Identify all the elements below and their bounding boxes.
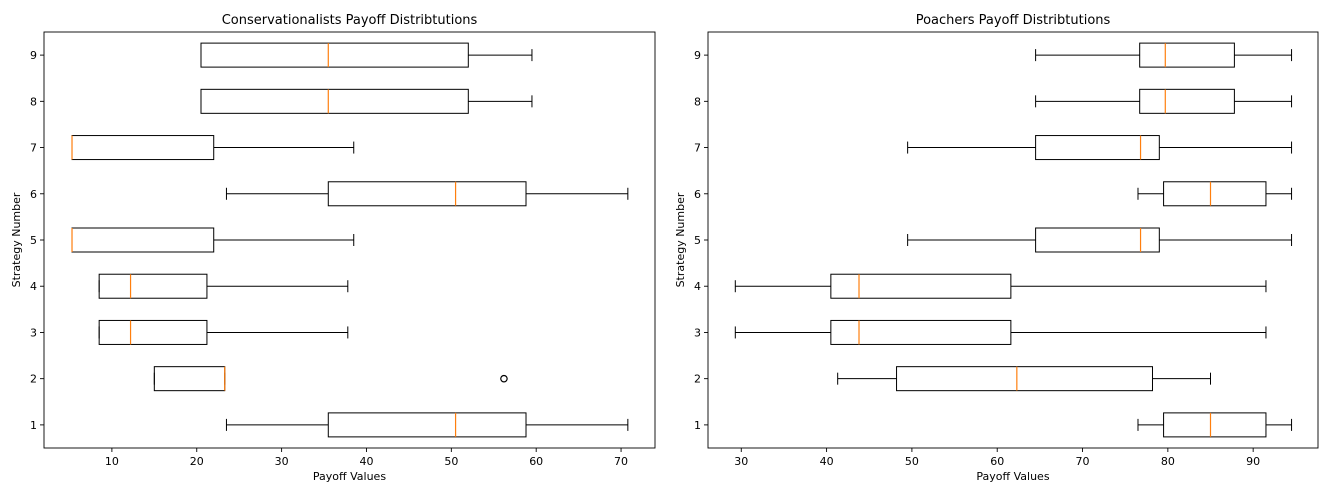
box-strategy-2	[153, 366, 508, 392]
x-tick-label: 70	[614, 455, 628, 468]
y-tick-label: 7	[30, 142, 37, 155]
box-strategy-2	[837, 366, 1212, 392]
plot-frame	[707, 31, 1319, 449]
box-strategy-6	[225, 181, 629, 207]
box-strategy-7	[907, 135, 1293, 161]
box-strategy-4	[734, 273, 1267, 299]
y-tick-label: 8	[30, 95, 37, 108]
x-tick-label: 60	[529, 455, 543, 468]
y-tick-label: 5	[694, 234, 701, 247]
box-iqr	[71, 227, 215, 253]
y-tick-label: 3	[694, 326, 701, 339]
box-strategy-9	[1035, 42, 1293, 68]
box-iqr	[1035, 135, 1160, 161]
y-tick-label: 3	[30, 326, 37, 339]
y-tick-label: 9	[694, 49, 701, 62]
y-tick-label: 4	[694, 280, 701, 293]
y-tick-label: 6	[30, 188, 37, 201]
box-strategy-4	[98, 273, 349, 299]
box-iqr	[1035, 227, 1160, 253]
x-tick-label: 40	[359, 455, 373, 468]
y-tick-label: 8	[694, 95, 701, 108]
x-axis-label: Payoff Values	[976, 470, 1049, 483]
y-tick-label: 2	[30, 373, 37, 386]
box-iqr	[896, 366, 1153, 392]
plot-frame	[43, 31, 656, 449]
x-tick-label: 90	[1246, 455, 1260, 468]
box-iqr	[200, 42, 469, 68]
y-tick-label: 9	[30, 49, 37, 62]
box-strategy-8	[200, 88, 533, 114]
box-iqr	[71, 135, 215, 161]
box-iqr	[327, 181, 527, 207]
y-axis-label: Strategy Number	[674, 192, 687, 287]
y-axis-label: Strategy Number	[10, 192, 23, 287]
y-tick-label: 5	[30, 234, 37, 247]
box-strategy-6	[1137, 181, 1293, 207]
x-tick-label: 20	[190, 455, 204, 468]
box-iqr	[830, 319, 1012, 345]
box-iqr	[1163, 181, 1267, 207]
box-iqr	[1139, 88, 1235, 114]
y-tick-label: 4	[30, 280, 37, 293]
x-tick-label: 30	[275, 455, 289, 468]
box-iqr	[200, 88, 469, 114]
box-strategy-5	[71, 227, 355, 253]
box-iqr	[327, 412, 527, 438]
box-iqr	[98, 319, 208, 345]
box-strategy-5	[907, 227, 1293, 253]
x-tick-label: 60	[990, 455, 1004, 468]
x-tick-label: 10	[105, 455, 119, 468]
box-strategy-1	[1137, 412, 1293, 438]
box-strategy-1	[225, 412, 629, 438]
box-strategy-7	[71, 135, 355, 161]
y-tick-label: 6	[694, 188, 701, 201]
outlier-point	[500, 374, 508, 383]
x-tick-label: 50	[444, 455, 458, 468]
x-tick-label: 40	[820, 455, 834, 468]
box-iqr	[153, 366, 226, 392]
y-tick-label: 1	[694, 419, 701, 432]
box-iqr	[98, 273, 208, 299]
box-iqr	[1139, 42, 1235, 68]
box-iqr	[830, 273, 1012, 299]
x-tick-label: 70	[1076, 455, 1090, 468]
box-strategy-3	[98, 319, 349, 345]
box-strategy-8	[1035, 88, 1293, 114]
chart-title: Poachers Payoff Distribtutions	[916, 13, 1111, 28]
chart-panel-1: Conservationalists Payoff Distribtutions…	[10, 13, 656, 483]
chart-title: Conservationalists Payoff Distribtutions	[222, 13, 478, 28]
x-tick-label: 30	[734, 455, 748, 468]
box-strategy-9	[200, 42, 533, 68]
chart-panel-2: Poachers Payoff Distribtutions 30 40 50 60 70…	[674, 13, 1319, 483]
y-tick-label: 1	[30, 419, 37, 432]
x-axis-label: Payoff Values	[313, 470, 386, 483]
x-tick-label: 50	[905, 455, 919, 468]
x-tick-label: 80	[1161, 455, 1175, 468]
y-tick-label: 7	[694, 142, 701, 155]
box-strategy-3	[734, 319, 1267, 345]
y-tick-label: 2	[694, 373, 701, 386]
box-iqr	[1163, 412, 1267, 438]
